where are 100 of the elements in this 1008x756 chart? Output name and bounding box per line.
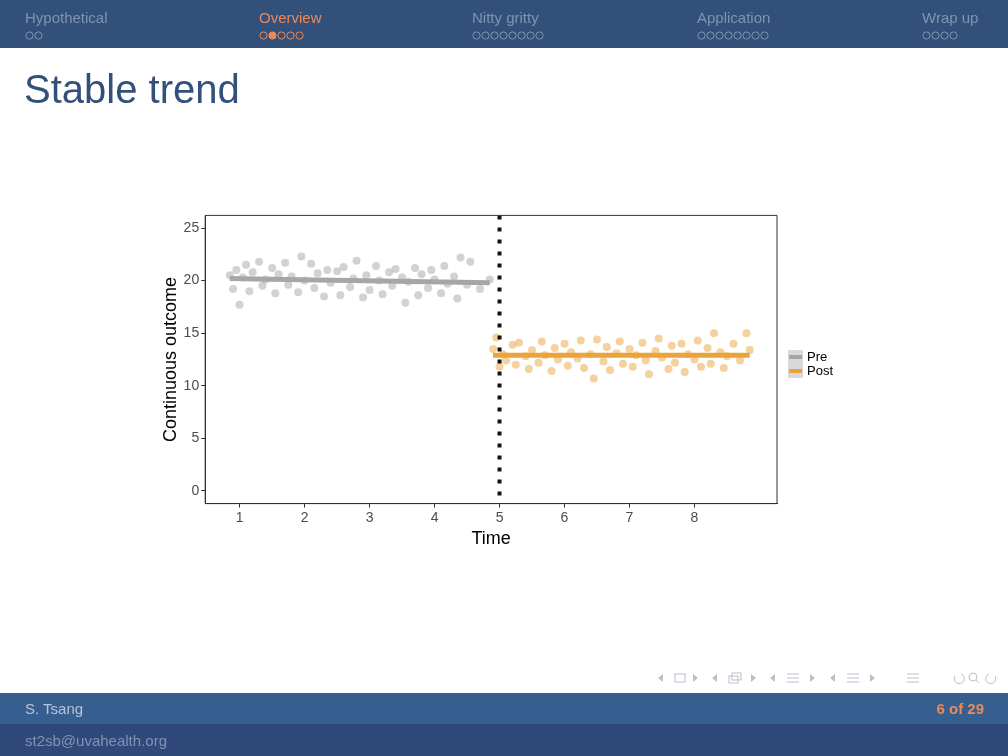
x-axis-title: Time (471, 528, 511, 549)
point (485, 275, 494, 284)
point (271, 289, 280, 298)
point (615, 337, 624, 346)
point (550, 343, 559, 352)
text: Application (697, 9, 771, 27)
point (339, 262, 348, 271)
point (599, 357, 608, 366)
point (524, 364, 533, 373)
x-tick-label: 5 (495, 508, 504, 525)
point (619, 359, 627, 368)
x-tick-label: 2 (300, 508, 309, 525)
y-tick-label: 10 (183, 376, 200, 393)
point (424, 283, 433, 292)
point (310, 283, 319, 292)
point (719, 363, 728, 372)
point (625, 344, 634, 353)
point (427, 266, 436, 275)
text: Wrap up (922, 9, 979, 27)
point (541, 351, 550, 360)
point (654, 334, 663, 343)
point (489, 344, 498, 353)
point (547, 367, 556, 376)
point (722, 352, 731, 361)
point (515, 338, 524, 347)
point (268, 263, 277, 272)
point (680, 368, 689, 377)
text: Hypothetical (25, 9, 108, 27)
point (709, 329, 718, 338)
text: st2sb@uvahealth.org (25, 732, 167, 749)
point (359, 293, 368, 302)
point (225, 271, 234, 280)
point (346, 282, 355, 291)
y-axis-title: Continuous outcome (159, 276, 180, 443)
point (232, 266, 241, 275)
point (323, 266, 332, 275)
point (294, 288, 303, 297)
point (631, 351, 640, 360)
legend-label: Post (807, 363, 834, 378)
y-tick-label: 25 (183, 218, 200, 235)
chart-title: Stable trend (24, 66, 240, 112)
point (498, 350, 507, 359)
point (320, 292, 329, 301)
point (352, 256, 361, 265)
point (261, 275, 270, 284)
text: S. Tsang (25, 700, 84, 717)
point (297, 252, 306, 261)
point (612, 349, 621, 358)
point (307, 259, 316, 268)
point (378, 290, 387, 299)
point (745, 346, 754, 355)
point (414, 291, 423, 300)
point (644, 370, 653, 379)
point (696, 362, 705, 371)
point (453, 294, 462, 303)
point (580, 363, 589, 372)
x-tick-label: 8 (690, 508, 699, 525)
y-tick-label: 20 (183, 271, 200, 288)
point (238, 273, 247, 282)
point (511, 360, 520, 369)
point (391, 265, 400, 274)
point (245, 287, 254, 296)
point (404, 277, 413, 286)
point (401, 298, 410, 307)
point (495, 362, 504, 371)
point (664, 364, 673, 373)
point (476, 285, 485, 294)
point (375, 276, 384, 285)
y-tick-label: 15 (183, 324, 200, 341)
point (258, 281, 267, 290)
point (586, 350, 595, 359)
point (537, 337, 546, 346)
x-tick-label: 6 (560, 508, 569, 525)
point (602, 342, 611, 351)
point (242, 260, 251, 269)
point (313, 269, 322, 278)
text: Nitty gritty (472, 9, 540, 27)
point (443, 279, 452, 288)
point (534, 358, 543, 367)
point (466, 257, 475, 266)
x-tick-label: 7 (625, 508, 634, 525)
text: Overview (259, 9, 322, 27)
point (229, 285, 238, 294)
point (508, 340, 517, 349)
point (365, 286, 374, 295)
point (641, 356, 650, 365)
point (300, 276, 309, 285)
point (693, 336, 702, 345)
point (706, 359, 715, 368)
point (437, 289, 446, 298)
y-tick-label: 5 (191, 429, 200, 446)
point (248, 268, 257, 277)
point (628, 362, 637, 371)
x-tick-label: 4 (430, 508, 439, 525)
x-tick-label: 3 (365, 508, 374, 525)
point (735, 356, 744, 365)
point (670, 358, 679, 367)
point (255, 257, 264, 266)
y-tick-label: 0 (191, 481, 200, 498)
point (417, 270, 426, 279)
